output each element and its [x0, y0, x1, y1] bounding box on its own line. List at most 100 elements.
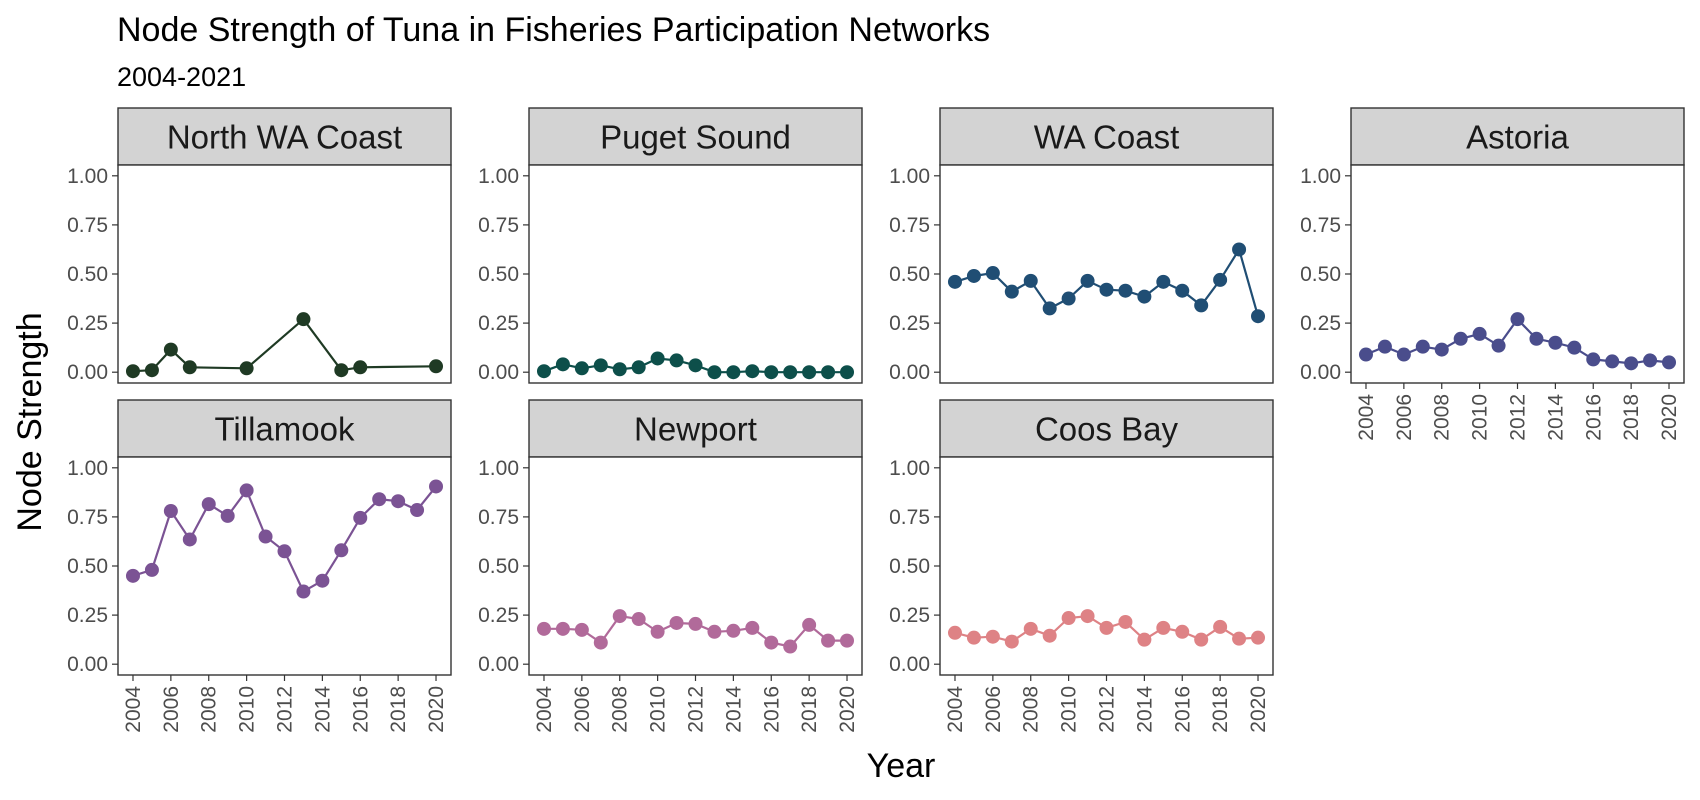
data-point — [707, 365, 722, 380]
data-point — [1099, 282, 1114, 297]
facet-panels: North WA Coast0.000.250.500.751.00Puget … — [67, 107, 1685, 733]
y-tick-label: 0.75 — [67, 214, 108, 237]
x-tick-label: 2004 — [944, 686, 967, 733]
x-tick-label: 2016 — [760, 686, 783, 733]
data-point — [764, 365, 779, 380]
data-point — [783, 639, 798, 654]
data-point — [1586, 352, 1601, 367]
y-tick-label: 0.00 — [889, 361, 930, 384]
panel-tillamook: Tillamook 0.00 0.25 0.50 0.75 1.00 2004 2006 200… — [67, 399, 452, 733]
data-point — [1605, 354, 1620, 369]
data-point — [1061, 611, 1076, 626]
y-tick-label: 0.50 — [478, 555, 519, 578]
data-point — [1023, 273, 1038, 288]
panel-puget-sound: Puget Sound 0.00 0.25 0.50 0.75 1.00 — [478, 107, 863, 384]
y-tick-label: 0.50 — [478, 263, 519, 286]
x-tick-label: 2018 — [1620, 394, 1643, 441]
data-point — [1099, 620, 1114, 635]
y-tick-label: 0.50 — [67, 263, 108, 286]
data-point — [985, 629, 1000, 644]
x-tick-label: 2014 — [1133, 686, 1156, 733]
data-point — [593, 635, 608, 650]
data-point — [1377, 339, 1392, 354]
data-point — [1232, 242, 1247, 257]
data-point — [574, 361, 589, 376]
x-tick-label: 2008 — [1020, 686, 1043, 733]
x-tick-label: 2006 — [571, 686, 594, 733]
y-tick-label: 0.00 — [478, 653, 519, 676]
x-tick-label: 2012 — [274, 686, 297, 733]
data-point — [1023, 621, 1038, 636]
data-point — [1042, 301, 1057, 316]
strip-background — [117, 107, 452, 166]
panel-north-wa-coast: North WA Coast 0.00 0.25 0.50 0.75 1.00 — [67, 107, 452, 384]
data-point — [1118, 614, 1133, 629]
y-tick-label: 0.00 — [67, 653, 108, 676]
strip-label: Tillamook — [215, 411, 355, 448]
panel-astoria: Astoria 0.00 0.25 0.50 0.75 1.00 2004 2006 2008 2… — [1300, 107, 1685, 441]
panel-coos-bay: Coos Bay 0.00 0.25 0.50 0.75 1.00 2004 2006 2008… — [889, 399, 1274, 733]
data-point — [1213, 272, 1228, 287]
data-point — [1453, 331, 1468, 346]
data-point — [1080, 609, 1095, 624]
x-tick-label: 2016 — [1582, 394, 1605, 441]
data-point — [1529, 331, 1544, 346]
data-point — [1643, 353, 1658, 368]
x-tick-label: 2008 — [1431, 394, 1454, 441]
data-point — [1358, 347, 1373, 362]
y-axis-title: Node Strength — [11, 312, 49, 531]
data-point — [840, 633, 855, 648]
data-point — [555, 357, 570, 372]
x-tick-label: 2006 — [982, 686, 1005, 733]
x-tick-label: 2012 — [685, 686, 708, 733]
data-point — [745, 364, 760, 379]
data-point — [1156, 620, 1171, 635]
data-point — [1510, 312, 1525, 327]
data-point — [966, 630, 981, 645]
y-tick-label: 0.75 — [889, 214, 930, 237]
x-tick-label: 2020 — [1658, 394, 1681, 441]
data-point — [631, 612, 646, 627]
data-point — [315, 573, 330, 588]
panel-border — [528, 456, 863, 676]
x-tick-label: 2018 — [798, 686, 821, 733]
data-point — [707, 624, 722, 639]
data-point — [1213, 619, 1228, 634]
data-point — [1491, 338, 1506, 353]
x-tick-label: 2020 — [836, 686, 859, 733]
data-point — [821, 365, 836, 380]
data-point — [1434, 342, 1449, 357]
x-tick-label: 2012 — [1507, 394, 1530, 441]
chart-subtitle: 2004-2021 — [117, 62, 246, 92]
x-tick-label: 2010 — [647, 686, 670, 733]
data-point — [334, 543, 349, 558]
panel-wa-coast: WA Coast 0.00 0.25 0.50 0.75 1.00 — [889, 107, 1274, 384]
data-point — [277, 544, 292, 559]
data-point — [688, 616, 703, 631]
data-point — [1156, 274, 1171, 289]
x-tick-label: 2020 — [425, 686, 448, 733]
data-point — [1251, 309, 1266, 324]
data-point — [1137, 632, 1152, 647]
data-point — [163, 504, 178, 519]
y-tick-label: 1.00 — [478, 457, 519, 480]
x-tick-label: 2004 — [533, 686, 556, 733]
strip-label: Astoria — [1466, 119, 1569, 156]
data-point — [802, 365, 817, 380]
data-point — [144, 562, 159, 577]
data-point — [593, 358, 608, 373]
data-point — [631, 360, 646, 375]
x-tick-label: 2010 — [1058, 686, 1081, 733]
x-tick-label: 2008 — [609, 686, 632, 733]
x-axis-title: Year — [867, 747, 936, 785]
y-tick-label: 0.25 — [67, 604, 108, 627]
x-tick-label: 2016 — [349, 686, 372, 733]
data-point — [783, 365, 798, 380]
data-point — [1061, 291, 1076, 306]
data-point — [1194, 632, 1209, 647]
data-point — [296, 584, 311, 599]
strip-background — [1350, 107, 1685, 166]
data-point — [1004, 284, 1019, 299]
data-point — [182, 360, 197, 375]
data-point — [966, 268, 981, 283]
